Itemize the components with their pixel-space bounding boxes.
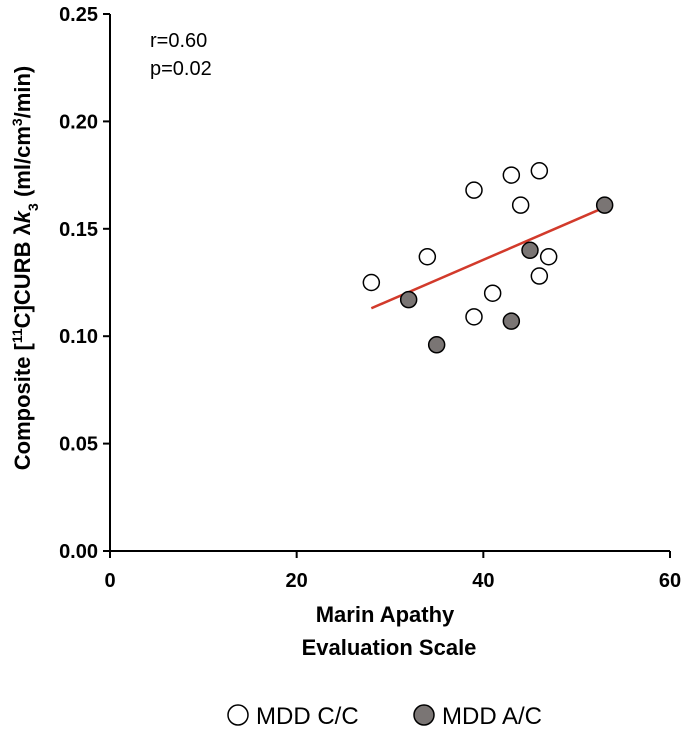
point-mdd-cc [502,166,521,184]
legend: MDD C/C MDD A/C [227,703,542,730]
x-tick-label: 40 [472,570,494,592]
y-axis-title: Composite [11C]CURB λk3 (ml/cm3/min) [9,66,41,471]
x-tick-label: 20 [286,570,308,592]
y-tick-label: 0.20 [59,111,98,133]
y-tick-label: 0.05 [59,434,98,456]
y-tick-label: 0.10 [59,326,98,348]
point-mdd-cc [465,308,483,326]
point-mdd-cc [483,284,502,302]
point-mdd-ac [595,196,614,214]
legend-label-mdd-ac: MDD A/C [442,703,542,730]
point-mdd-cc [465,181,483,199]
y-tick-label: 0.15 [59,219,98,241]
point-mdd-cc [530,267,549,285]
y-tick-label: 0.00 [59,541,98,563]
x-axis-title-line-2: Evaluation Scale [302,635,477,660]
legend-label-mdd-cc: MDD C/C [256,703,359,730]
annotation-r: r=0.60 [150,30,207,52]
annotation-p: p=0.02 [150,58,212,80]
legend-marker-mdd-ac [413,704,435,726]
point-mdd-cc [362,273,381,292]
y-axis-ticks: 0.00 0.05 0.10 0.15 0.20 0.25 [59,4,110,563]
point-mdd-cc [511,196,530,214]
x-axis-ticks: 0 20 40 60 [104,551,681,592]
point-mdd-cc [539,247,558,266]
point-mdd-ac [399,290,418,309]
x-tick-label: 60 [659,570,681,592]
x-axis-title-line-1: Marin Apathy [316,602,455,627]
legend-marker-mdd-cc [227,704,249,726]
point-mdd-cc [530,162,549,180]
x-tick-label: 0 [104,570,115,592]
point-mdd-ac [502,312,521,330]
point-mdd-ac [427,336,446,354]
point-mdd-ac [521,241,539,260]
data-points [362,162,614,354]
point-mdd-cc [418,247,437,266]
y-tick-label: 0.25 [59,4,98,26]
